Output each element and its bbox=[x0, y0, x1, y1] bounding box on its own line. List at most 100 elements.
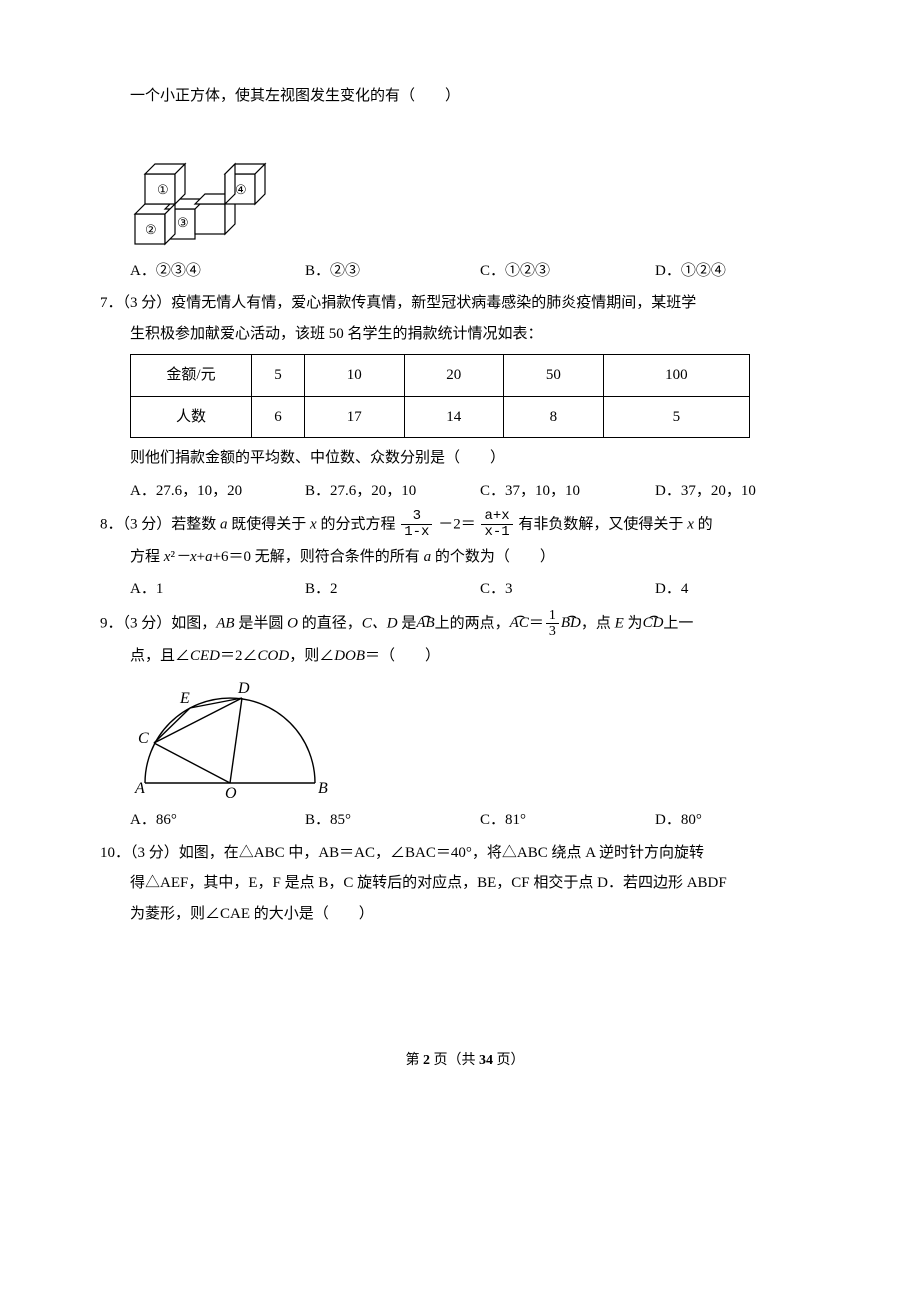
q9-s1h: 为 bbox=[624, 615, 643, 631]
q8-s1b: 既使得关于 bbox=[228, 516, 311, 532]
q8-poly: x bbox=[164, 549, 171, 565]
td-6: 6 bbox=[252, 396, 305, 438]
cube-label-1: ① bbox=[157, 182, 169, 197]
q9-DOB: DOB bbox=[334, 648, 365, 664]
q6-figure: ① ② ③ ④ bbox=[100, 119, 830, 249]
q9-opt-b: B．85° bbox=[305, 806, 480, 835]
frac-num: a+x bbox=[481, 509, 512, 525]
q9f-O: O bbox=[225, 785, 237, 798]
q9f-B: B bbox=[318, 780, 328, 797]
q9-s1e: 上的两点， bbox=[435, 615, 510, 631]
q10-stem1: 10．（3 分）如图，在△ABC 中，AB＝AC，∠BAC＝40°，将△ABC … bbox=[100, 839, 830, 868]
footer-post: 页） bbox=[493, 1053, 525, 1068]
q8-var-x1: x bbox=[310, 516, 317, 532]
q9-stem2: 点，且∠CED＝2∠COD，则∠DOB＝（ ） bbox=[100, 642, 830, 671]
q9-s1i: 上一 bbox=[663, 615, 693, 631]
q9-CDlist: C、D bbox=[362, 615, 398, 631]
q10-stem2: 得△AEF，其中，E，F 是点 B，C 旋转后的对应点，BE，CF 相交于点 D… bbox=[100, 869, 830, 898]
q8-opt-d: D．4 bbox=[655, 575, 830, 604]
q9f-E: E bbox=[179, 690, 190, 707]
q10-stem3: 为菱形，则∠CAE 的大小是（ ） bbox=[100, 900, 830, 929]
q9-opt-d: D．80° bbox=[655, 806, 830, 835]
q7-stem2: 生积极参加献爱心活动，该班 50 名学生的捐款统计情况如表： bbox=[100, 320, 830, 349]
th-10: 10 bbox=[304, 355, 404, 397]
q9-options: A．86° B．85° C．81° D．80° bbox=[100, 806, 830, 835]
table-row: 人数 6 17 14 8 5 bbox=[131, 396, 750, 438]
q8-s2c: 的个数为（ ） bbox=[431, 549, 555, 565]
q9-s2d: ＝（ ） bbox=[365, 648, 440, 664]
q8-var-x2: x bbox=[687, 516, 694, 532]
q8-poly2: －x bbox=[175, 549, 197, 565]
q8-var-a1: a bbox=[220, 516, 228, 532]
q9-O: O bbox=[287, 615, 298, 631]
q7-opt-d: D．37，20，10 bbox=[655, 477, 830, 506]
q9-s2c: ，则∠ bbox=[289, 648, 334, 664]
q6-stem-cont: 一个小正方体，使其左视图发生变化的有（ ） bbox=[100, 82, 830, 111]
td-17: 17 bbox=[304, 396, 404, 438]
q9-E: E bbox=[615, 615, 624, 631]
q9-s1f: ＝ bbox=[529, 615, 544, 631]
th-20: 20 bbox=[404, 355, 504, 397]
q7-stem1: 7．（3 分）疫情无情人有情，爱心捐款传真情，新型冠状病毒感染的肺炎疫情期间，某… bbox=[100, 289, 830, 318]
footer-page: 2 bbox=[423, 1053, 430, 1068]
frac-num: 1 bbox=[546, 608, 559, 624]
q9f-D: D bbox=[237, 680, 250, 697]
q9-arcAB: AB bbox=[416, 609, 434, 638]
q6-options: A．②③④ B．②③ C．①②③ D．①②④ bbox=[100, 257, 830, 286]
q9-opt-a: A．86° bbox=[130, 806, 305, 835]
th-50: 50 bbox=[504, 355, 604, 397]
frac-den: 3 bbox=[546, 624, 559, 639]
q9f-A: A bbox=[134, 780, 145, 797]
q8-stem2: 方程 x²－x+a+6＝0 无解，则符合条件的所有 a 的个数为（ ） bbox=[100, 543, 830, 572]
q7-options: A．27.6，10，20 B．27.6，20，10 C．37，10，10 D．3… bbox=[100, 477, 830, 506]
q8-frac1: 31-x bbox=[401, 509, 432, 541]
q7-opt-a: A．27.6，10，20 bbox=[130, 477, 305, 506]
q8-s2a: 方程 bbox=[130, 549, 164, 565]
q8-minus: －2＝ bbox=[438, 516, 476, 532]
q8-s1e: 的 bbox=[694, 516, 713, 532]
q8-frac2: a+xx-1 bbox=[481, 509, 512, 541]
q8-var-a2: a bbox=[205, 549, 213, 565]
q9-s1g: ，点 bbox=[581, 615, 615, 631]
q7-opt-c: C．37，10，10 bbox=[480, 477, 655, 506]
q9-arcCD: CD bbox=[643, 609, 664, 638]
q8-opt-b: B．2 bbox=[305, 575, 480, 604]
page-footer: 第 2 页（共 34 页） bbox=[100, 1048, 830, 1075]
th-100: 100 bbox=[603, 355, 749, 397]
q9-opt-c: C．81° bbox=[480, 806, 655, 835]
q8-s1a: 8．（3 分）若整数 bbox=[100, 516, 220, 532]
q9-figure: A B C D E O bbox=[100, 678, 830, 798]
th-5: 5 bbox=[252, 355, 305, 397]
q8-options: A．1 B．2 C．3 D．4 bbox=[100, 575, 830, 604]
q9-arcBD: BD bbox=[561, 609, 581, 638]
q7-table: 金额/元 5 10 20 50 100 人数 6 17 14 8 5 bbox=[130, 354, 750, 438]
td-count-label: 人数 bbox=[131, 396, 252, 438]
q9-COD: COD bbox=[258, 648, 290, 664]
q9-arcAC: AC bbox=[510, 609, 529, 638]
q8-s2b: ＝0 无解，则符合条件的所有 bbox=[229, 549, 424, 565]
frac-den: 1-x bbox=[401, 525, 432, 540]
q9-s1d: 是 bbox=[398, 615, 417, 631]
td-5: 5 bbox=[603, 396, 749, 438]
table-row: 金额/元 5 10 20 50 100 bbox=[131, 355, 750, 397]
footer-mid: 页（共 bbox=[430, 1053, 479, 1068]
q9-frac: 13 bbox=[546, 608, 559, 640]
q8-s1d: 有非负数解，又使得关于 bbox=[518, 516, 687, 532]
td-8: 8 bbox=[504, 396, 604, 438]
q9f-C: C bbox=[138, 730, 149, 747]
frac-den: x-1 bbox=[481, 525, 512, 540]
cube-label-4: ④ bbox=[235, 182, 247, 197]
th-amount: 金额/元 bbox=[131, 355, 252, 397]
q6-opt-c: C．①②③ bbox=[480, 257, 655, 286]
q9-AB: AB bbox=[216, 615, 234, 631]
q6-opt-d: D．①②④ bbox=[655, 257, 830, 286]
q7-stem3: 则他们捐款金额的平均数、中位数、众数分别是（ ） bbox=[100, 444, 830, 473]
q9-s2a: 点，且∠ bbox=[130, 648, 190, 664]
footer-pre: 第 bbox=[406, 1053, 424, 1068]
q7-opt-b: B．27.6，20，10 bbox=[305, 477, 480, 506]
q8-stem1: 8．（3 分）若整数 a 既使得关于 x 的分式方程 31-x －2＝ a+xx… bbox=[100, 509, 830, 541]
cube-label-3: ③ bbox=[177, 215, 189, 230]
td-14: 14 bbox=[404, 396, 504, 438]
q9-stem1: 9．（3 分）如图，AB 是半圆 O 的直径，C、D 是AB上的两点，AC＝13… bbox=[100, 608, 830, 640]
footer-total: 34 bbox=[479, 1053, 493, 1068]
